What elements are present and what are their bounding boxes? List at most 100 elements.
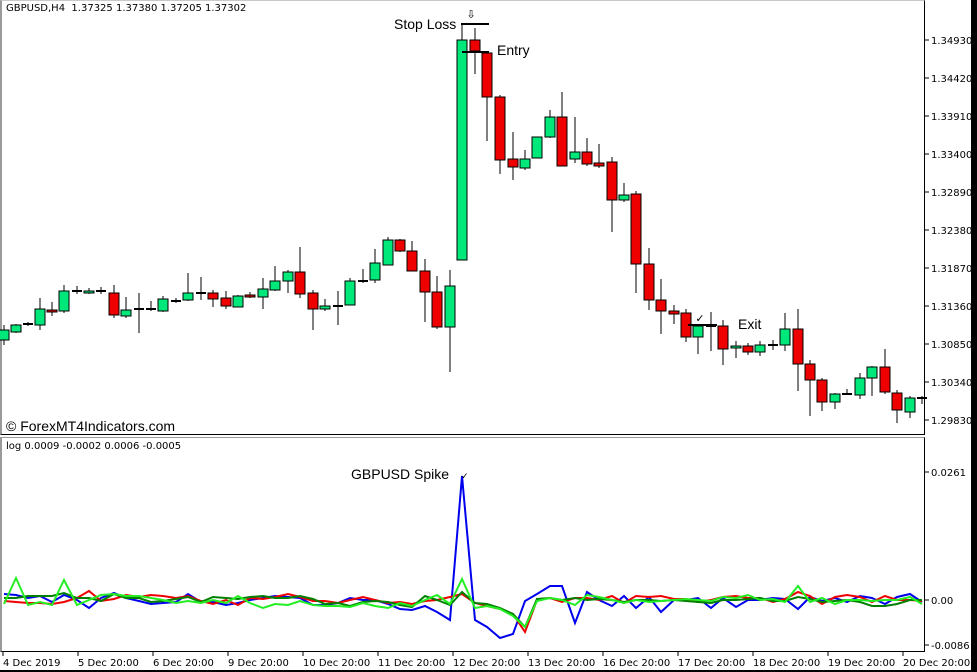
candle bbox=[494, 95, 506, 174]
indicator-axis: 0.0261 0.00 -0.0086 bbox=[925, 468, 970, 652]
indicator-line-blue bbox=[3, 475, 923, 640]
candle bbox=[507, 132, 519, 180]
candle bbox=[358, 269, 368, 283]
indicator-tick-label: 0.0261 bbox=[931, 468, 966, 479]
candle bbox=[754, 341, 766, 356]
candle bbox=[394, 239, 406, 252]
candle bbox=[456, 25, 468, 261]
candle bbox=[58, 285, 70, 313]
candle bbox=[344, 278, 356, 306]
candle bbox=[182, 273, 194, 301]
candle bbox=[854, 373, 866, 399]
candle bbox=[0, 325, 10, 345]
candle bbox=[917, 396, 927, 404]
spike-label: GBPUSD Spike bbox=[351, 466, 449, 482]
candle bbox=[171, 298, 181, 303]
candle bbox=[655, 279, 667, 334]
candle bbox=[307, 290, 319, 330]
candle bbox=[444, 270, 456, 372]
candle bbox=[891, 390, 903, 423]
candle bbox=[544, 110, 556, 138]
time-tick-label: 9 Dec 20:00 bbox=[228, 658, 289, 669]
time-tick-label: 20 Dec 20:00 bbox=[903, 658, 970, 669]
candle bbox=[34, 298, 46, 330]
candle bbox=[10, 324, 22, 333]
candle bbox=[46, 302, 58, 316]
time-tick-label: 4 Dec 2019 bbox=[3, 658, 61, 669]
symbol-header: GBPUSD,H4 1.37325 1.37380 1.37205 1.3730… bbox=[6, 3, 247, 14]
candle bbox=[717, 320, 729, 365]
candle bbox=[842, 389, 852, 395]
spike-marker: GBPUSD Spike ✓ bbox=[351, 466, 469, 482]
candle bbox=[108, 285, 120, 318]
candle bbox=[96, 287, 106, 294]
candle bbox=[816, 378, 828, 411]
candle bbox=[333, 291, 343, 325]
candle bbox=[134, 293, 144, 333]
candle bbox=[23, 322, 33, 326]
time-tick-label: 6 Dec 20:00 bbox=[153, 658, 214, 669]
price-tick-label: 1.33400 bbox=[931, 150, 972, 161]
price-tick-label: 1.33910 bbox=[931, 112, 972, 123]
candle bbox=[630, 191, 642, 293]
indicator-panel[interactable] bbox=[0, 437, 925, 652]
candle bbox=[730, 341, 742, 358]
candle bbox=[146, 301, 156, 311]
time-tick-label: 19 Dec 20:00 bbox=[828, 658, 895, 669]
time-tick-label: 16 Dec 20:00 bbox=[603, 658, 670, 669]
price-axis: 1.34930 1.34420 1.33910 1.33400 1.32890 1.323… bbox=[925, 36, 972, 427]
indicator-tick-label: 0.00 bbox=[931, 596, 953, 607]
candle bbox=[618, 183, 630, 202]
candle bbox=[556, 92, 568, 167]
candle bbox=[406, 241, 418, 272]
candle bbox=[692, 325, 704, 354]
time-tick-label: 12 Dec 20:00 bbox=[453, 658, 520, 669]
candle bbox=[829, 393, 841, 409]
candle bbox=[419, 259, 431, 322]
candle bbox=[481, 52, 493, 141]
stop-loss-marker: Stop Loss ⇩ bbox=[394, 8, 489, 40]
indicator-line-lightgreen bbox=[3, 575, 923, 629]
candle bbox=[72, 286, 82, 294]
candle bbox=[319, 299, 331, 311]
down-arrow-icon: ⇩ bbox=[466, 8, 475, 21]
time-tick-label: 13 Dec 20:00 bbox=[528, 658, 595, 669]
candle bbox=[643, 248, 655, 310]
entry-marker: Entry bbox=[462, 42, 530, 58]
time-tick-label: 10 Dec 20:00 bbox=[303, 658, 370, 669]
time-tick-label: 17 Dec 20:00 bbox=[678, 658, 745, 669]
exit-marker: ✓ Exit bbox=[688, 312, 761, 332]
candle bbox=[294, 247, 306, 298]
candle bbox=[382, 237, 394, 266]
price-tick-label: 1.31870 bbox=[931, 264, 972, 275]
candle bbox=[706, 312, 716, 351]
check-icon: ✓ bbox=[695, 312, 704, 325]
exit-label: Exit bbox=[738, 316, 761, 332]
candle bbox=[768, 340, 778, 350]
candle bbox=[569, 117, 581, 163]
price-tick-label: 1.32380 bbox=[931, 226, 972, 237]
price-tick-label: 1.30340 bbox=[931, 378, 972, 389]
check-icon: ✓ bbox=[461, 472, 469, 482]
price-tick-label: 1.34420 bbox=[931, 74, 972, 85]
time-tick-label: 11 Dec 20:00 bbox=[378, 658, 445, 669]
candle bbox=[120, 297, 132, 318]
price-tick-label: 1.30850 bbox=[931, 340, 972, 351]
candlestick-series bbox=[0, 25, 927, 423]
window-bottom-edge bbox=[0, 670, 977, 672]
candle bbox=[369, 249, 381, 283]
candle bbox=[431, 276, 443, 329]
candle bbox=[779, 313, 791, 351]
candle bbox=[581, 138, 593, 166]
candle bbox=[606, 157, 618, 232]
stop-loss-label: Stop Loss bbox=[394, 16, 456, 32]
candle bbox=[668, 305, 680, 324]
candle bbox=[269, 266, 281, 291]
candle bbox=[196, 277, 206, 300]
entry-label: Entry bbox=[497, 42, 530, 58]
indicator-header: log 0.0009 -0.0002 0.0006 -0.0005 bbox=[6, 441, 182, 452]
indicator-lines bbox=[3, 475, 923, 640]
price-tick-label: 1.29830 bbox=[931, 416, 972, 427]
